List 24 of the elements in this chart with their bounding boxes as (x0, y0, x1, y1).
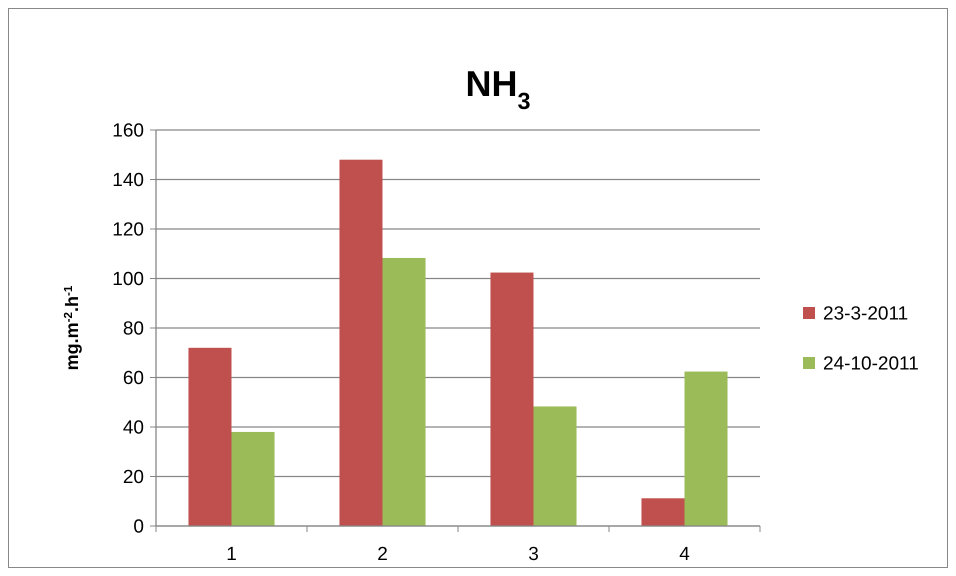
y-tick-label: 140 (112, 170, 144, 192)
y-tick-label: 100 (112, 269, 144, 290)
chart-title: NH$_{3}$ (465, 63, 531, 114)
legend-label: 24-10-2011 (823, 354, 919, 375)
bar (382, 258, 426, 526)
bar (684, 372, 728, 526)
y-tick-label: 20 (122, 467, 144, 488)
bar (339, 160, 382, 526)
y-tick-label: 160 (112, 120, 144, 142)
y-tick-label: 40 (122, 418, 144, 439)
y-tick-label: 60 (122, 368, 144, 390)
bar (188, 348, 232, 526)
x-tick-label: 3 (528, 544, 539, 565)
y-tick-label: 120 (112, 220, 144, 241)
bar (232, 432, 275, 526)
x-tick-label: 2 (377, 544, 388, 565)
bar (490, 272, 534, 526)
bar (641, 498, 684, 526)
bar (534, 406, 577, 526)
legend-label: 23-3-2011 (823, 304, 908, 325)
y-tick-label: 0 (133, 516, 144, 538)
x-tick-label: 4 (679, 544, 690, 565)
y-tick-label: 80 (122, 318, 144, 340)
x-tick-label: 1 (226, 544, 237, 565)
